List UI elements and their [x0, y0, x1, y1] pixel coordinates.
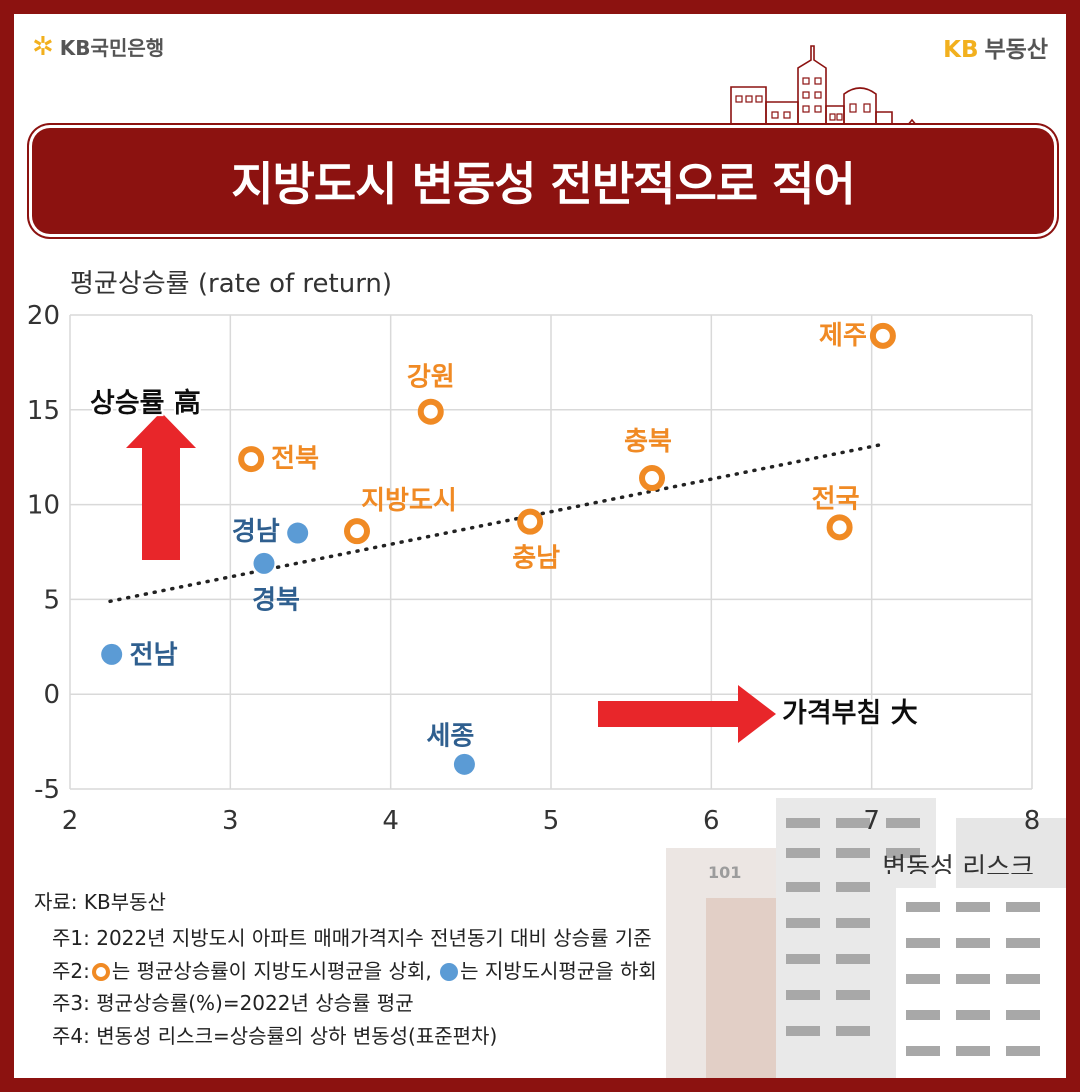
y-tick-label: 0: [43, 680, 60, 710]
note-2: 주2: 는 평균상승률이 지방도시평균을 상회, 는 지방도시평균을 하회: [34, 955, 657, 987]
apartment-buildings-illustration: 101: [666, 798, 1066, 1078]
infographic-card: ✲ KB국민은행 KB 부동산 지방도시 변동성 전반적으로 적어: [14, 14, 1066, 1078]
data-label: 충남: [512, 544, 560, 574]
y-tick-label: 10: [27, 491, 60, 521]
data-label: 전국: [812, 484, 860, 514]
x-tick-label: 3: [222, 806, 239, 836]
data-point-below-average: [453, 753, 475, 775]
data-label: 전북: [271, 444, 319, 474]
brand-kb: KB: [943, 37, 979, 63]
data-label: 지방도시: [361, 486, 457, 516]
annotation-up: 상승률 高: [90, 387, 201, 419]
page-title: 지방도시 변동성 전반적으로 적어: [231, 157, 856, 211]
data-point-above-average: [417, 398, 444, 425]
x-tick-label: 5: [543, 806, 560, 836]
up-arrow: [126, 412, 196, 560]
note-2-mid: 는 평균상승률이 지방도시평균을 상회,: [111, 958, 432, 983]
kb-estate-logo: KB 부동산: [943, 30, 1048, 64]
y-axis-label: 평균상승률 (rate of return): [70, 269, 392, 299]
right-arrow: [598, 685, 776, 743]
data-point-above-average: [869, 322, 896, 349]
bank-name: KB국민은행: [59, 36, 165, 60]
source-note: 자료: KB부동산: [34, 890, 166, 914]
annotation-right: 가격부침 大: [782, 698, 918, 729]
data-point-above-average: [639, 465, 666, 492]
data-point-above-average: [826, 514, 853, 541]
data-label: 제주: [819, 321, 867, 351]
orange-circle-icon: [91, 962, 110, 981]
x-tick-label: 2: [62, 806, 79, 836]
data-point-below-average: [287, 522, 309, 544]
x-tick-label: 8: [1024, 806, 1041, 836]
data-point-below-average: [101, 643, 123, 665]
data-point-below-average: [253, 552, 275, 574]
data-label: 전남: [130, 640, 178, 670]
kb-star-icon: ✲: [32, 31, 54, 62]
data-point-above-average: [238, 446, 265, 473]
x-tick-label: 7: [863, 806, 880, 836]
x-tick-label: 6: [703, 806, 720, 836]
y-tick-label: -5: [34, 775, 60, 805]
scatter-chart: 평균상승률 (rate of return) 2 3 4 5 6 7 8 -5 0 5 10 15 20…: [27, 269, 1041, 874]
y-tick-label: 5: [43, 585, 60, 615]
x-axis-label: 변동성 리스크: [882, 853, 1034, 874]
y-tick-label: 15: [27, 396, 60, 426]
data-point-above-average: [343, 518, 370, 545]
note-1: 주1: 2022년 지방도시 아파트 매매가격지수 전년동기 대비 상승률 기준: [52, 926, 652, 951]
note-2-prefix: 주2:: [52, 958, 90, 983]
footnotes: 자료: KB부동산 주1: 2022년 지방도시 아파트 매매가격지수 전년동기…: [34, 886, 657, 1052]
note-4: 주4: 변동성 리스크=상승률의 상하 변동성(표준편차): [52, 1023, 498, 1048]
note-3: 주3: 평균상승률(%)=2022년 상승률 평균: [52, 991, 414, 1016]
x-tick-label: 4: [382, 806, 399, 836]
data-label: 경남: [232, 517, 280, 547]
note-2-end: 는 지방도시평균을 하회: [460, 958, 657, 983]
y-tick-label: 20: [27, 301, 60, 331]
building-number: 101: [708, 863, 741, 882]
blue-dot-icon: [440, 962, 459, 981]
data-label: 세종: [426, 721, 474, 751]
trendline: [108, 442, 887, 604]
data-label: 충북: [624, 427, 672, 457]
data-point-above-average: [517, 508, 544, 535]
brand-name: 부동산: [984, 37, 1048, 63]
data-label: 강원: [407, 363, 455, 393]
title-banner: 지방도시 변동성 전반적으로 적어: [32, 128, 1054, 234]
data-label: 경북: [252, 585, 300, 615]
kb-bank-logo: ✲ KB국민은행: [32, 32, 164, 61]
